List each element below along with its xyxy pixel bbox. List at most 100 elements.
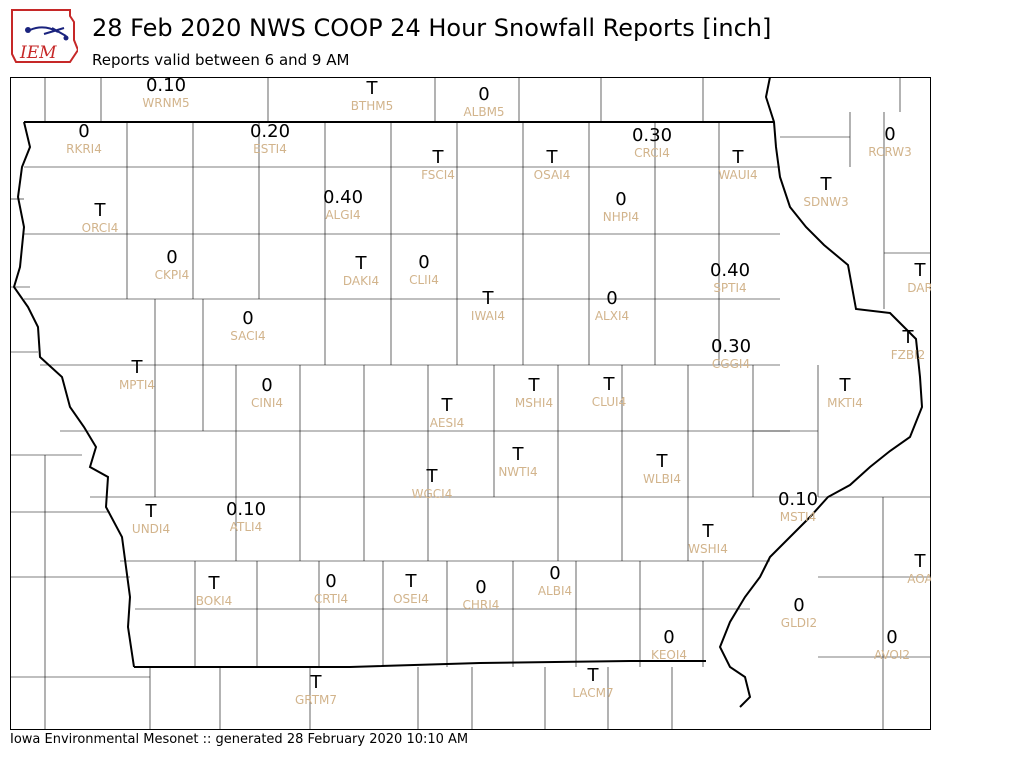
snowfall-value: T bbox=[432, 147, 445, 168]
snowfall-value: T bbox=[528, 375, 541, 396]
station-id-label: GRTM7 bbox=[295, 693, 337, 707]
snowfall-map[interactable]: 0.10 WRNM5 T BTHM5 0 ALBM5 0 RKRI4 0.20 ESTI4 T FSC… bbox=[10, 75, 934, 730]
station-id-label: AOA bbox=[907, 572, 931, 586]
snowfall-value: T bbox=[441, 395, 454, 416]
station-id-label: NWTI4 bbox=[498, 465, 537, 479]
snowfall-value: 0 bbox=[78, 121, 89, 142]
station-id-label: ALBM5 bbox=[463, 105, 504, 119]
county-boundaries bbox=[10, 77, 931, 730]
snowfall-value: 0.10 bbox=[146, 77, 186, 96]
snowfall-value: 0 bbox=[663, 627, 674, 648]
station-id-label: UNDI4 bbox=[132, 522, 170, 536]
snowfall-value: T bbox=[310, 672, 323, 693]
station-id-label: SPTI4 bbox=[713, 281, 746, 295]
station-id-label: LACM7 bbox=[572, 686, 613, 700]
snowfall-value: T bbox=[145, 501, 158, 522]
snowfall-value: 0.40 bbox=[323, 187, 363, 208]
station-id-label: WRNM5 bbox=[142, 96, 189, 110]
station-id-label: ATLI4 bbox=[230, 520, 262, 534]
snowfall-value: T bbox=[702, 521, 715, 542]
snowfall-value: T bbox=[587, 665, 600, 686]
snowfall-value: T bbox=[426, 466, 439, 487]
snowfall-value: 0 bbox=[418, 252, 429, 273]
snowfall-value: 0 bbox=[478, 84, 489, 105]
station-id-label: CLUI4 bbox=[592, 395, 626, 409]
station-id-label: GLDI2 bbox=[781, 616, 817, 630]
snowfall-value: T bbox=[839, 375, 852, 396]
snowfall-value: 0 bbox=[549, 563, 560, 584]
station-id-label: MKTI4 bbox=[827, 396, 863, 410]
snowfall-value: T bbox=[820, 174, 833, 195]
snowfall-value: 0 bbox=[475, 577, 486, 598]
station-id-label: RCRW3 bbox=[868, 145, 911, 159]
station-id-label: IWAI4 bbox=[471, 309, 505, 323]
snowfall-value: T bbox=[94, 200, 107, 221]
snowfall-value: T bbox=[131, 357, 144, 378]
station-id-label: DAR bbox=[907, 281, 931, 295]
station-id-label: ALGI4 bbox=[325, 208, 360, 222]
snowfall-value: 0.10 bbox=[778, 489, 818, 510]
iem-logo: IEM bbox=[8, 6, 80, 66]
iowa-state-boundary bbox=[12, 76, 924, 708]
station-id-label: KEOI4 bbox=[651, 648, 687, 662]
snowfall-value: 0 bbox=[261, 375, 272, 396]
snowfall-value: 0 bbox=[325, 571, 336, 592]
snowfall-value: T bbox=[482, 288, 495, 309]
snowfall-value: 0.20 bbox=[250, 121, 290, 142]
map-subtitle: Reports valid between 6 and 9 AM bbox=[92, 51, 350, 69]
snowfall-value: 0.30 bbox=[632, 125, 672, 146]
station-id-label: SDNW3 bbox=[803, 195, 848, 209]
map-frame bbox=[10, 77, 931, 730]
snowfall-value: 0 bbox=[884, 124, 895, 145]
station-id-label: CINI4 bbox=[251, 396, 283, 410]
snowfall-value: T bbox=[208, 573, 221, 594]
station-id-label: BTHM5 bbox=[351, 99, 394, 113]
snowfall-value: T bbox=[512, 444, 525, 465]
snowfall-value: T bbox=[405, 571, 418, 592]
station-id-label: FSCI4 bbox=[421, 168, 455, 182]
station-id-label: CLII4 bbox=[409, 273, 439, 287]
station-id-label: BOKI4 bbox=[196, 594, 233, 608]
station-id-label: CRCI4 bbox=[634, 146, 670, 160]
generated-footer: Iowa Environmental Mesonet :: generated … bbox=[10, 732, 469, 747]
snowfall-value: 0 bbox=[793, 595, 804, 616]
snowfall-value: 0.30 bbox=[711, 336, 751, 357]
snowfall-value: T bbox=[603, 374, 616, 395]
snowfall-value: 0 bbox=[606, 288, 617, 309]
station-id-label: RKRI4 bbox=[66, 142, 102, 156]
station-id-label: ORCI4 bbox=[82, 221, 119, 235]
